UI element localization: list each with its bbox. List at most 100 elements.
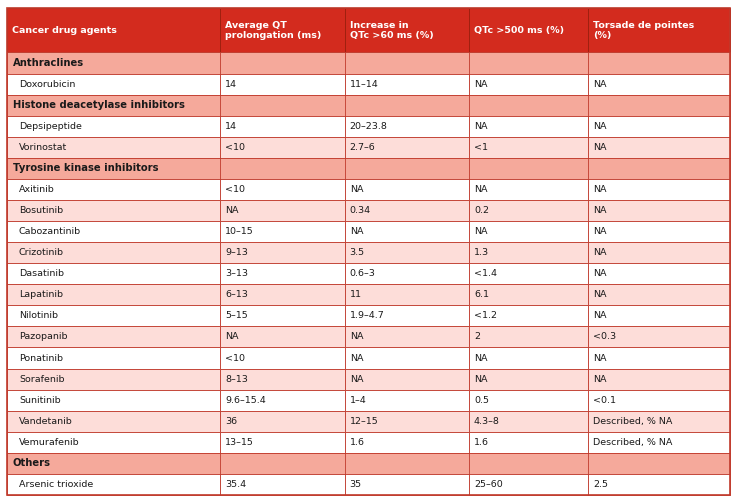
Text: 0.6–3: 0.6–3	[349, 269, 376, 278]
Bar	[469, 200, 588, 221]
Text: <1.2: <1.2	[474, 311, 497, 320]
Text: Lapatinib: Lapatinib	[19, 290, 63, 299]
Text: NA: NA	[474, 79, 487, 89]
Bar	[7, 242, 220, 263]
Text: Sunitinib: Sunitinib	[19, 396, 60, 405]
Text: Average QT
prolongation (ms): Average QT prolongation (ms)	[226, 21, 321, 40]
Text: 2.7–6: 2.7–6	[349, 143, 375, 152]
Text: Vemurafenib: Vemurafenib	[19, 438, 80, 447]
Bar	[588, 474, 730, 495]
Bar	[220, 474, 345, 495]
Text: 0.34: 0.34	[349, 206, 371, 215]
Bar	[220, 242, 345, 263]
Text: Cancer drug agents: Cancer drug agents	[12, 26, 117, 35]
Bar	[345, 137, 469, 158]
Text: 25–60: 25–60	[474, 480, 503, 489]
Bar	[220, 411, 345, 432]
Bar	[220, 116, 345, 137]
Bar	[7, 179, 220, 200]
Bar	[588, 116, 730, 137]
Bar	[7, 348, 220, 369]
Text: NA: NA	[349, 354, 363, 363]
Bar	[7, 95, 730, 116]
Bar	[7, 158, 730, 179]
Bar	[345, 326, 469, 348]
Bar	[7, 137, 220, 158]
Bar	[345, 348, 469, 369]
Text: 9.6–15.4: 9.6–15.4	[226, 396, 266, 405]
Text: NA: NA	[593, 227, 607, 236]
Text: <0.3: <0.3	[593, 332, 616, 342]
Bar	[220, 305, 345, 326]
Bar	[588, 326, 730, 348]
Bar	[588, 284, 730, 305]
Bar	[588, 369, 730, 390]
Bar	[345, 432, 469, 453]
Text: Vandetanib: Vandetanib	[19, 417, 73, 426]
Bar	[469, 284, 588, 305]
Bar	[220, 369, 345, 390]
Bar	[220, 137, 345, 158]
Text: Dasatinib: Dasatinib	[19, 269, 64, 278]
Bar	[7, 221, 220, 242]
Text: 12–15: 12–15	[349, 417, 378, 426]
Bar	[220, 390, 345, 411]
Text: NA: NA	[474, 227, 487, 236]
Bar	[469, 348, 588, 369]
Text: Nilotinib: Nilotinib	[19, 311, 58, 320]
Bar	[588, 137, 730, 158]
Bar	[588, 179, 730, 200]
Text: NA: NA	[226, 206, 239, 215]
Text: QTc >500 ms (%): QTc >500 ms (%)	[474, 26, 564, 35]
Bar	[7, 73, 220, 95]
Bar	[220, 326, 345, 348]
Bar	[469, 221, 588, 242]
Bar	[220, 221, 345, 242]
Text: NA: NA	[349, 332, 363, 342]
Bar	[588, 390, 730, 411]
Text: NA: NA	[593, 206, 607, 215]
Text: NA: NA	[593, 269, 607, 278]
Bar	[7, 116, 220, 137]
Bar	[588, 432, 730, 453]
Bar	[345, 116, 469, 137]
Bar	[345, 8, 469, 52]
Bar	[7, 52, 730, 73]
Bar	[7, 326, 220, 348]
Text: 1.3: 1.3	[474, 248, 489, 257]
Text: 20–23.8: 20–23.8	[349, 122, 388, 131]
Bar	[220, 263, 345, 284]
Text: 6–13: 6–13	[226, 290, 248, 299]
Text: NA: NA	[593, 143, 607, 152]
Bar	[469, 390, 588, 411]
Text: NA: NA	[474, 375, 487, 384]
Bar	[220, 432, 345, 453]
Bar	[7, 200, 220, 221]
Text: Bosutinib: Bosutinib	[19, 206, 63, 215]
Text: Crizotinib: Crizotinib	[19, 248, 64, 257]
Bar	[469, 369, 588, 390]
Bar	[7, 453, 730, 474]
Text: 4.3–8: 4.3–8	[474, 417, 500, 426]
Text: NA: NA	[349, 185, 363, 194]
Bar	[220, 179, 345, 200]
Text: <10: <10	[226, 185, 245, 194]
Text: NA: NA	[593, 311, 607, 320]
Text: Depsipeptide: Depsipeptide	[19, 122, 82, 131]
Text: NA: NA	[474, 354, 487, 363]
Text: <1: <1	[474, 143, 488, 152]
Bar	[345, 200, 469, 221]
Text: Sorafenib: Sorafenib	[19, 375, 65, 384]
Text: 35.4: 35.4	[226, 480, 246, 489]
Bar	[469, 137, 588, 158]
Text: 9–13: 9–13	[226, 248, 248, 257]
Text: 3–13: 3–13	[226, 269, 248, 278]
Bar	[7, 411, 220, 432]
Text: 0.5: 0.5	[474, 396, 489, 405]
Bar	[7, 263, 220, 284]
Text: Increase in
QTc >60 ms (%): Increase in QTc >60 ms (%)	[349, 21, 433, 40]
Text: NA: NA	[349, 375, 363, 384]
Bar	[469, 432, 588, 453]
Text: NA: NA	[593, 290, 607, 299]
Bar	[7, 474, 220, 495]
